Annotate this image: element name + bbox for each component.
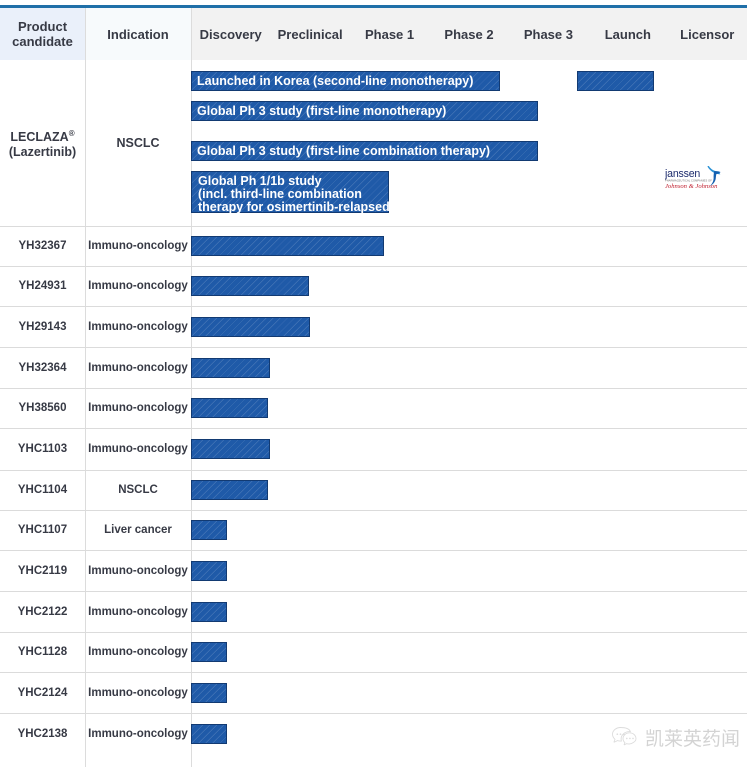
svg-text:janssen: janssen (665, 168, 700, 180)
svg-text:PHARMACEUTICAL COMPANIES OF: PHARMACEUTICAL COMPANIES OF (665, 178, 712, 182)
svg-text:Johnson & Johnson: Johnson & Johnson (665, 183, 718, 190)
